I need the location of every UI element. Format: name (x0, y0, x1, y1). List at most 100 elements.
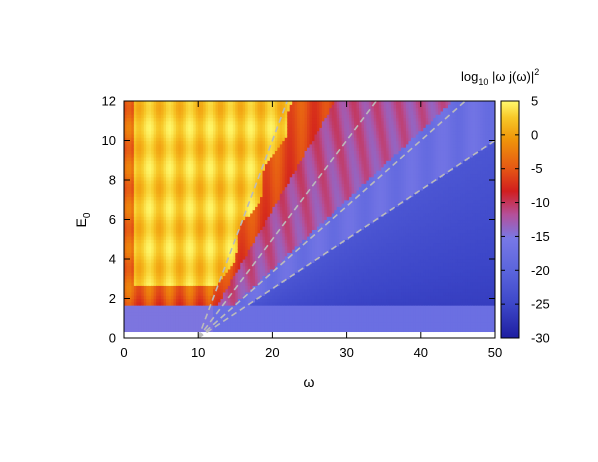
heatmap-cell (161, 232, 165, 237)
heatmap-cell (262, 219, 266, 224)
heatmap-cell (247, 235, 251, 240)
heatmap-cell (225, 282, 229, 286)
heatmap-cell (198, 173, 202, 178)
heatmap-cell (195, 275, 199, 280)
heatmap-cell (257, 147, 261, 151)
heatmap-cell (198, 308, 202, 313)
heatmap-cell (284, 262, 288, 267)
heatmap-cell (237, 311, 241, 316)
heatmap-cell (299, 311, 303, 316)
heatmap-cell (237, 203, 241, 207)
heatmap-cell (173, 311, 177, 316)
heatmap-cell (183, 147, 187, 151)
heatmap-cell (203, 314, 207, 319)
heatmap-cell (180, 104, 184, 109)
heatmap-cell (235, 259, 239, 263)
heatmap-cell (168, 278, 172, 283)
heatmap-cell (279, 170, 283, 175)
heatmap-cell (247, 212, 251, 217)
heatmap-cell (227, 166, 231, 171)
heatmap-cell (230, 124, 234, 128)
heatmap-cell (146, 242, 150, 247)
heatmap-cell (247, 120, 251, 125)
heatmap-cell (267, 206, 271, 211)
heatmap-cell (297, 222, 301, 227)
heatmap-cell (200, 262, 204, 267)
heatmap-cell (208, 209, 212, 214)
heatmap-cell (267, 166, 271, 171)
heatmap-cell (143, 147, 147, 151)
heatmap-cell (242, 301, 246, 306)
heatmap-cell (185, 239, 189, 244)
heatmap-cell (151, 206, 155, 211)
heatmap-cell (267, 170, 271, 175)
heatmap-cell (151, 199, 155, 204)
heatmap-cell (284, 176, 288, 181)
heatmap-cell (235, 176, 239, 181)
heatmap-cell (124, 143, 128, 148)
heatmap-cell (188, 265, 192, 270)
heatmap-cell (136, 183, 140, 188)
heatmap-cell (255, 114, 259, 119)
heatmap-cell (208, 160, 212, 165)
heatmap-cell (220, 291, 224, 296)
heatmap-cell (264, 318, 269, 323)
heatmap-cell (272, 199, 276, 204)
heatmap-cell (156, 196, 160, 201)
heatmap-cell (138, 110, 142, 115)
heatmap-cell (247, 222, 251, 227)
heatmap-cell (200, 275, 204, 280)
heatmap-cell (269, 291, 273, 296)
heatmap-cell (175, 239, 180, 244)
heatmap-cell (210, 124, 214, 128)
heatmap-cell (198, 226, 202, 230)
heatmap-cell (166, 117, 170, 122)
heatmap-cell (180, 101, 184, 105)
heatmap-cell (168, 239, 172, 244)
heatmap-cell (215, 259, 219, 263)
heatmap-cell (168, 163, 172, 168)
heatmap-cell (183, 140, 187, 145)
heatmap-cell (215, 252, 219, 257)
heatmap-cell (252, 127, 256, 132)
heatmap-cell (133, 229, 137, 234)
heatmap-cell (153, 173, 157, 178)
heatmap-cell (272, 275, 276, 280)
heatmap-cell (205, 127, 209, 132)
heatmap-cell (237, 101, 241, 105)
heatmap-cell (148, 301, 152, 306)
heatmap-cell (230, 193, 234, 198)
heatmap-cell (245, 196, 249, 201)
heatmap-cell (284, 321, 288, 326)
heatmap-cell (126, 153, 130, 158)
heatmap-cell (178, 180, 182, 184)
heatmap-cell (220, 232, 224, 237)
heatmap-cell (148, 140, 152, 145)
heatmap-cell (185, 140, 189, 145)
heatmap-cell (225, 245, 229, 250)
heatmap-cell (272, 189, 276, 194)
heatmap-cell (294, 166, 298, 171)
heatmap-cell (170, 196, 175, 201)
heatmap-cell (146, 216, 150, 221)
heatmap-cell (183, 295, 187, 300)
heatmap-cell (131, 262, 135, 267)
heatmap-cell (173, 318, 177, 323)
heatmap-cell (277, 232, 281, 237)
heatmap-cell (255, 193, 259, 198)
heatmap-cell (146, 193, 150, 198)
heatmap-cell (133, 272, 137, 277)
heatmap-cell (126, 150, 130, 155)
heatmap-cell (252, 311, 256, 316)
heatmap-cell (252, 314, 256, 319)
heatmap-cell (163, 183, 167, 188)
heatmap-cell (252, 265, 256, 270)
heatmap-cell (195, 272, 199, 277)
heatmap-cell (222, 272, 226, 277)
heatmap-cell (282, 305, 286, 309)
heatmap-cell (148, 318, 152, 323)
heatmap-cell (255, 318, 259, 323)
heatmap-cell (193, 259, 197, 263)
heatmap-cell (126, 226, 130, 230)
heatmap-cell (245, 268, 249, 273)
